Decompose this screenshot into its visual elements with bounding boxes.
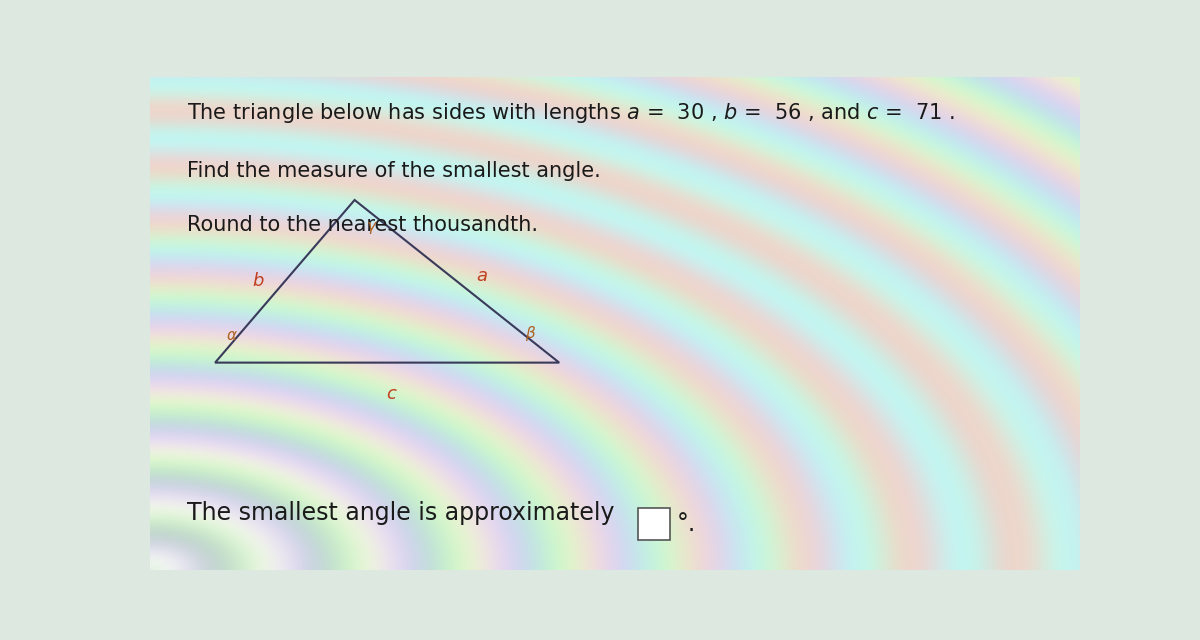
Text: Round to the nearest thousandth.: Round to the nearest thousandth. xyxy=(187,215,539,235)
Text: The smallest angle is approximately: The smallest angle is approximately xyxy=(187,500,614,525)
FancyBboxPatch shape xyxy=(638,508,670,540)
Text: $b$: $b$ xyxy=(252,272,264,291)
Text: $c$: $c$ xyxy=(386,385,397,403)
Text: $a$: $a$ xyxy=(475,268,487,285)
Text: $\alpha$: $\alpha$ xyxy=(227,328,238,343)
Text: Find the measure of the smallest angle.: Find the measure of the smallest angle. xyxy=(187,161,601,180)
Text: The triangle below has sides with lengths $a$ =  30 , $b$ =  56 , and $c$ =  71 : The triangle below has sides with length… xyxy=(187,101,955,125)
Text: $\gamma$: $\gamma$ xyxy=(366,220,378,236)
Text: °.: °. xyxy=(677,512,696,536)
Text: $\beta$: $\beta$ xyxy=(524,324,536,343)
